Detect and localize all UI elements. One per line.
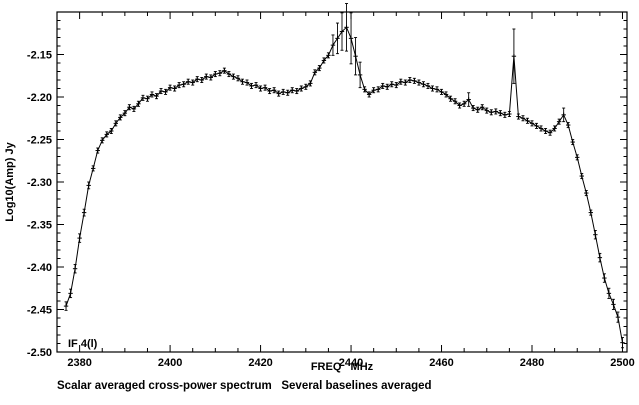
svg-text:2440: 2440 — [339, 357, 363, 369]
svg-text:2480: 2480 — [520, 357, 544, 369]
spectrum-trace — [63, 3, 625, 349]
svg-text:-2.30: -2.30 — [27, 177, 52, 189]
axes-frame: 2380 2400 2420 2440 2460 2480 2500 -2.15 -2.20 -2… — [27, 11, 635, 369]
svg-text:-2.45: -2.45 — [27, 305, 52, 317]
chart-caption: Scalar averaged cross-power spectrum Sev… — [57, 380, 432, 392]
svg-text:2400: 2400 — [158, 357, 182, 369]
spectrum-chart: 2380 2400 2420 2440 2460 2480 2500 -2.15 -2.20 -2… — [4, 3, 635, 373]
svg-text:-2.25: -2.25 — [27, 135, 52, 147]
svg-text:-2.35: -2.35 — [27, 220, 52, 232]
x-axis-label: FREQ MHz — [311, 361, 374, 373]
svg-text:-2.40: -2.40 — [27, 262, 52, 274]
svg-text:2460: 2460 — [429, 357, 453, 369]
svg-text:2500: 2500 — [610, 357, 634, 369]
svg-text:2420: 2420 — [248, 357, 272, 369]
svg-text:-2.20: -2.20 — [27, 92, 52, 104]
if-annotation: IF 4(l) — [68, 338, 98, 350]
svg-text:-2.50: -2.50 — [27, 347, 52, 359]
svg-text:-2.15: -2.15 — [27, 50, 52, 62]
svg-text:2380: 2380 — [67, 357, 91, 369]
y-axis-label: Log10(Amp) Jy — [4, 141, 16, 221]
